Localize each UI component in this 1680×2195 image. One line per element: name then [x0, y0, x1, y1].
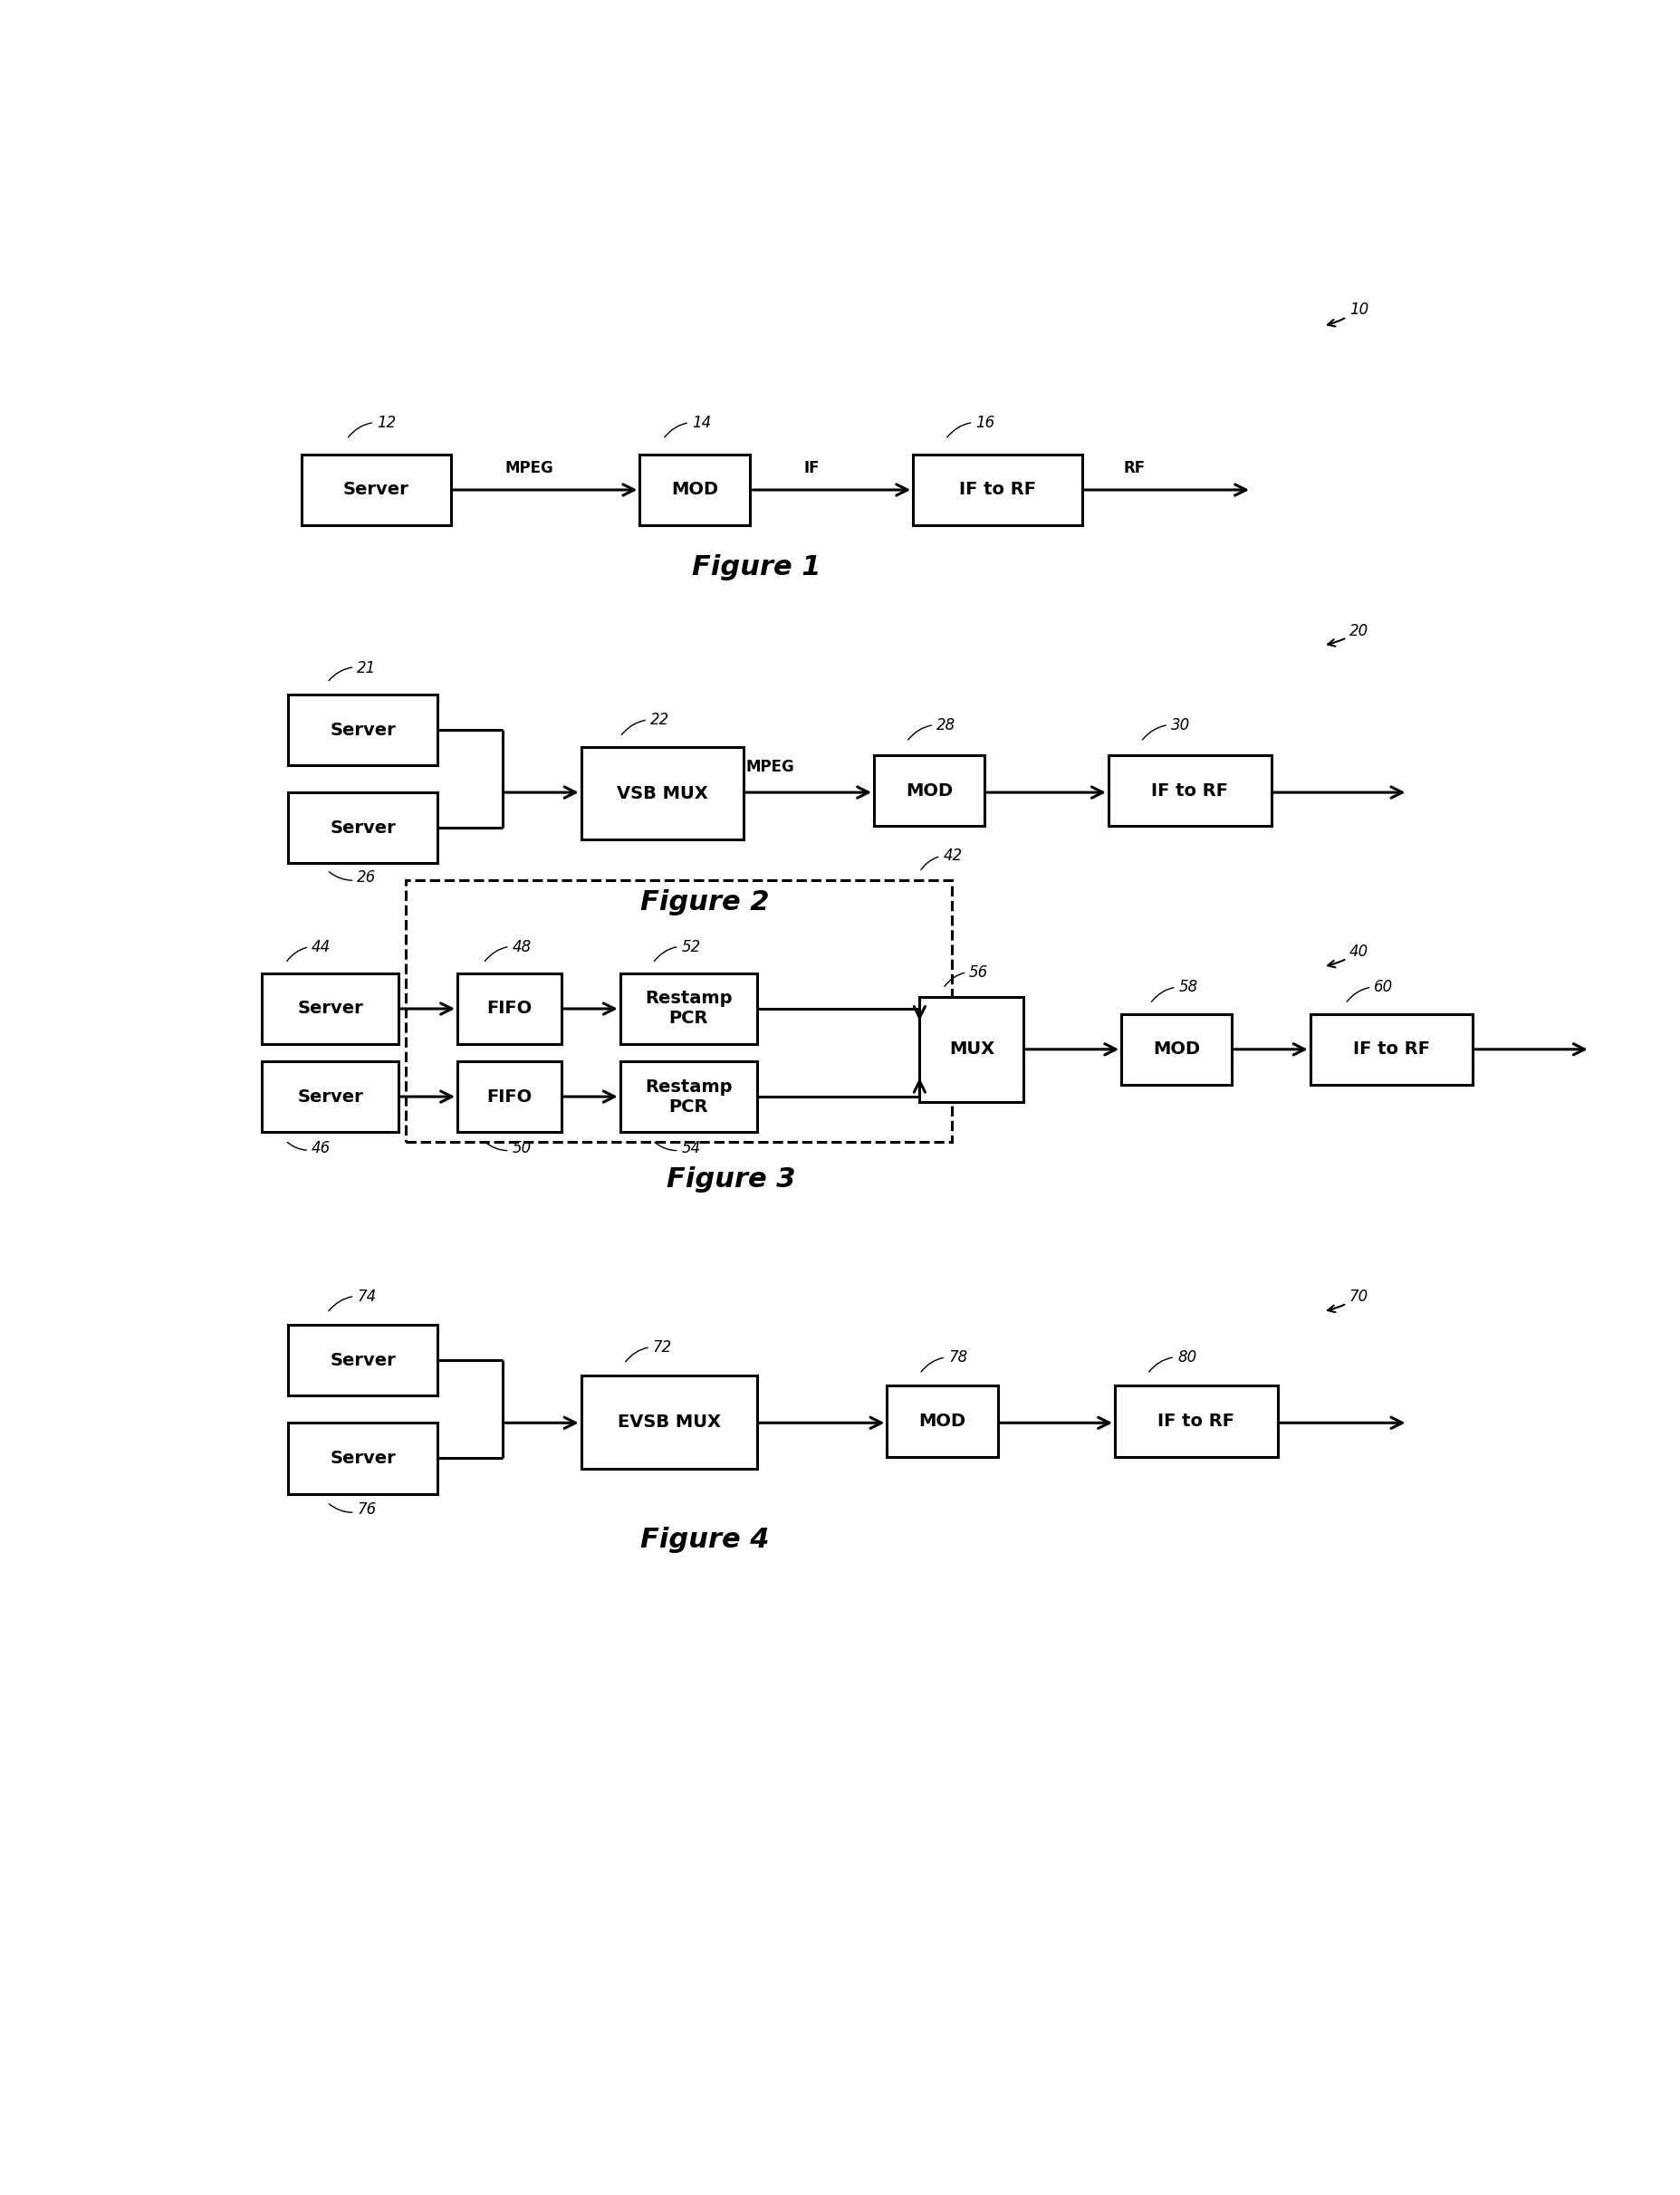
Bar [405, 880, 953, 1141]
Bar [289, 694, 438, 766]
Text: MUX: MUX [949, 1040, 995, 1058]
Text: FIFO: FIFO [487, 1089, 533, 1106]
Text: MOD: MOD [906, 781, 953, 799]
Bar [640, 454, 751, 525]
Text: 10: 10 [1327, 301, 1369, 327]
Text: IF to RF: IF to RF [1352, 1040, 1430, 1058]
Text: Restamp
PCR: Restamp PCR [645, 990, 732, 1027]
Text: 58: 58 [1151, 979, 1198, 1001]
Text: 16: 16 [948, 415, 995, 437]
Text: Restamp
PCR: Restamp PCR [645, 1078, 732, 1115]
Bar [887, 1385, 998, 1457]
Bar [301, 454, 450, 525]
Text: IF to RF: IF to RF [1151, 781, 1228, 799]
Bar [262, 972, 398, 1045]
Text: Figure 3: Figure 3 [667, 1166, 795, 1192]
Text: 21: 21 [329, 661, 376, 680]
Bar [457, 1060, 561, 1133]
Bar [1310, 1014, 1473, 1084]
Text: MPEG: MPEG [746, 759, 795, 775]
Text: Server: Server [329, 819, 396, 836]
Text: 48: 48 [486, 939, 531, 961]
Text: 56: 56 [944, 964, 988, 986]
Bar [620, 1060, 758, 1133]
Text: IF to RF: IF to RF [959, 481, 1037, 498]
Text: MOD: MOD [1152, 1040, 1200, 1058]
Text: Figure 2: Figure 2 [640, 889, 769, 915]
Text: 70: 70 [1327, 1288, 1369, 1313]
Text: 46: 46 [287, 1139, 331, 1157]
Text: Figure 1: Figure 1 [692, 555, 822, 582]
Text: 30: 30 [1142, 718, 1189, 740]
Text: 14: 14 [665, 415, 711, 437]
Text: 20: 20 [1327, 623, 1369, 645]
Bar [914, 454, 1082, 525]
Text: 44: 44 [287, 939, 331, 961]
Text: 80: 80 [1149, 1350, 1196, 1372]
Text: Server: Server [329, 1449, 396, 1466]
Text: 28: 28 [909, 718, 956, 740]
Bar [262, 1060, 398, 1133]
Text: 54: 54 [655, 1139, 701, 1157]
Text: Server: Server [343, 481, 408, 498]
Bar [1109, 755, 1272, 825]
Text: Server: Server [329, 722, 396, 738]
Text: 76: 76 [329, 1501, 376, 1517]
Bar [581, 1376, 758, 1468]
Bar [581, 746, 744, 841]
Text: Server: Server [329, 1352, 396, 1370]
Text: IF: IF [803, 461, 820, 476]
Text: 50: 50 [486, 1139, 531, 1157]
Text: 40: 40 [1327, 944, 1369, 968]
Text: Server: Server [297, 1001, 363, 1016]
Text: IF to RF: IF to RF [1158, 1414, 1235, 1429]
Bar [457, 972, 561, 1045]
Text: 74: 74 [329, 1288, 376, 1310]
Text: 22: 22 [622, 711, 669, 735]
Bar [1116, 1385, 1278, 1457]
Text: FIFO: FIFO [487, 1001, 533, 1016]
Text: 26: 26 [329, 869, 376, 885]
Bar [919, 997, 1023, 1102]
Text: 78: 78 [921, 1350, 968, 1372]
Text: EVSB MUX: EVSB MUX [617, 1414, 721, 1431]
Bar [289, 792, 438, 863]
Bar [289, 1326, 438, 1396]
Text: VSB MUX: VSB MUX [617, 784, 707, 801]
Bar [874, 755, 984, 825]
Text: 52: 52 [654, 939, 701, 961]
Bar [289, 1422, 438, 1495]
Text: RF: RF [1124, 461, 1146, 476]
Bar [620, 972, 758, 1045]
Text: MOD: MOD [672, 481, 719, 498]
Text: MOD: MOD [919, 1414, 966, 1429]
Text: 12: 12 [348, 415, 396, 437]
Bar [1122, 1014, 1231, 1084]
Text: MPEG: MPEG [504, 461, 553, 476]
Text: Figure 4: Figure 4 [640, 1526, 769, 1552]
Text: Server: Server [297, 1089, 363, 1106]
Text: 42: 42 [921, 847, 963, 869]
Text: 72: 72 [625, 1339, 672, 1361]
Text: 60: 60 [1347, 979, 1393, 1001]
